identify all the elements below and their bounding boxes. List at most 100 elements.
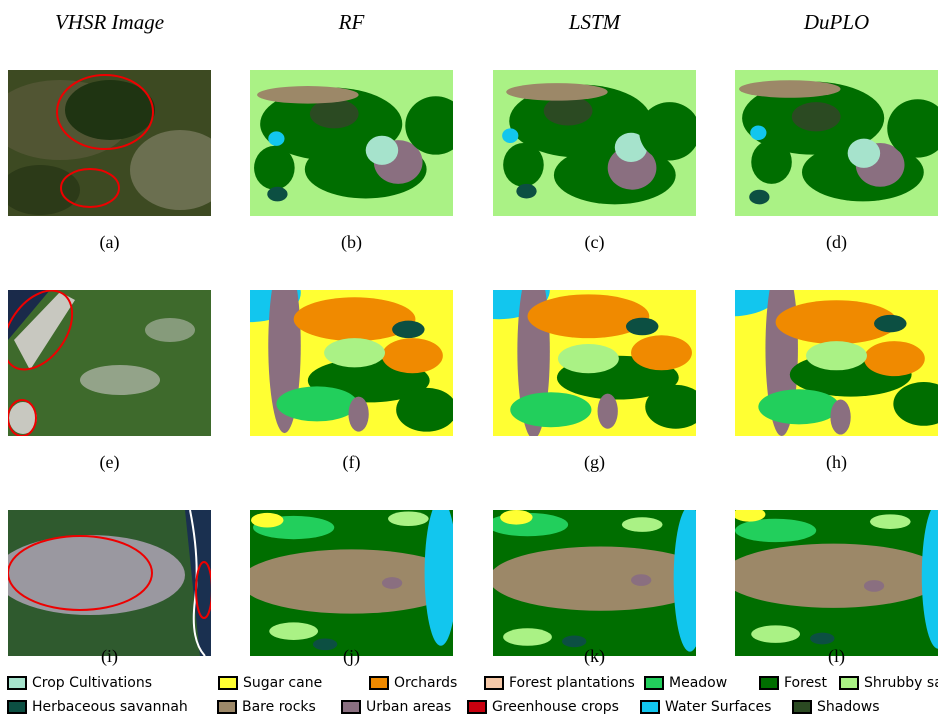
- legend-label: Forest plantations: [509, 675, 635, 691]
- map-region: [257, 86, 359, 104]
- map-region: [735, 510, 766, 522]
- map-region: [254, 145, 295, 190]
- map-region: [388, 511, 429, 527]
- map-region: [502, 128, 519, 143]
- map-region: [381, 338, 443, 374]
- map-region: [810, 632, 835, 645]
- map-region: [791, 102, 841, 132]
- legend-label: Greenhouse crops: [492, 699, 619, 715]
- legend-swatch: [792, 700, 812, 714]
- map-region: [749, 189, 770, 205]
- map-region: [503, 143, 544, 187]
- classification-map: [735, 290, 938, 436]
- legend-label: Meadow: [669, 675, 727, 691]
- legend-swatch: [484, 676, 504, 690]
- map-region: [645, 384, 696, 429]
- legend-label: Bare rocks: [242, 699, 316, 715]
- map-region: [621, 517, 663, 532]
- map-region: [863, 341, 925, 377]
- map-region: [424, 510, 453, 646]
- legend-label: Orchards: [394, 675, 457, 691]
- map-region: [735, 518, 817, 543]
- column-header: DuPLO: [803, 10, 869, 34]
- map-region: [625, 317, 659, 336]
- map-region: [735, 543, 938, 608]
- vhsr-image: [8, 70, 211, 216]
- classification-map: [250, 70, 453, 216]
- map-region: [250, 549, 453, 614]
- map-region: [639, 102, 696, 161]
- map-region: [614, 132, 648, 162]
- column-header: LSTM: [568, 10, 622, 34]
- map-region: [503, 628, 552, 646]
- legend-swatch: [218, 676, 238, 690]
- legend-swatch: [759, 676, 779, 690]
- map-region: [293, 297, 416, 342]
- map-region: [673, 510, 696, 652]
- map-region: [631, 335, 692, 371]
- map-region: [597, 393, 618, 429]
- map-region: [751, 625, 800, 643]
- map-region: [405, 96, 453, 155]
- map-region: [312, 638, 338, 651]
- classification-map: [493, 70, 696, 216]
- map-region: [251, 512, 284, 528]
- vhsr-image: [8, 290, 211, 436]
- map-region: [893, 381, 938, 426]
- legend-label: Forest: [784, 675, 827, 691]
- legend-swatch: [640, 700, 660, 714]
- map-region: [806, 341, 867, 371]
- legend-swatch: [644, 676, 664, 690]
- map-region: [527, 294, 650, 339]
- map-region: [887, 99, 938, 158]
- map-region: [847, 138, 881, 168]
- classification-map: [493, 510, 696, 656]
- map-region: [750, 125, 767, 141]
- classification-map: [250, 290, 453, 436]
- map-region: [869, 514, 911, 529]
- panel-caption: (e): [100, 452, 120, 473]
- map-region: [775, 300, 898, 345]
- legend-label: Shadows: [817, 699, 880, 715]
- panel-caption: (l): [828, 646, 845, 667]
- map-region: [493, 546, 696, 611]
- map-region: [268, 131, 285, 146]
- map-region: [921, 510, 938, 649]
- column-header: VHSR Image: [55, 10, 164, 34]
- classification-map: [735, 510, 938, 656]
- map-region: [863, 580, 885, 592]
- map-region: [506, 83, 608, 101]
- map-region: [631, 574, 652, 586]
- classification-map: [493, 290, 696, 436]
- column-header: RF: [338, 10, 365, 34]
- legend-label: Shrubby savannah: [864, 675, 938, 691]
- map-region: [739, 80, 841, 98]
- map-region: [348, 396, 369, 432]
- map-region: [543, 96, 593, 126]
- legend-label: Herbaceous savannah: [32, 699, 188, 715]
- legend-swatch: [839, 676, 859, 690]
- panel-caption: (h): [826, 452, 847, 473]
- map-region: [276, 386, 358, 422]
- legend-label: Water Surfaces: [665, 699, 771, 715]
- map-region: [510, 392, 592, 428]
- map-region: [396, 387, 453, 432]
- classification-map: [735, 70, 938, 216]
- panel-caption: (c): [585, 232, 605, 253]
- panel-caption: (a): [100, 232, 120, 253]
- map-region: [562, 635, 587, 648]
- map-region: [758, 389, 840, 425]
- legend-swatch: [369, 676, 389, 690]
- map-region: [309, 99, 359, 129]
- map-region: [381, 577, 403, 589]
- map-region: [365, 135, 399, 165]
- legend-label: Sugar cane: [243, 675, 322, 691]
- map-region: [269, 622, 319, 640]
- panel-caption: (j): [343, 646, 360, 667]
- panel-caption: (d): [826, 232, 847, 253]
- panel-caption: (k): [584, 646, 605, 667]
- map-region: [267, 186, 288, 202]
- map-region: [830, 399, 851, 435]
